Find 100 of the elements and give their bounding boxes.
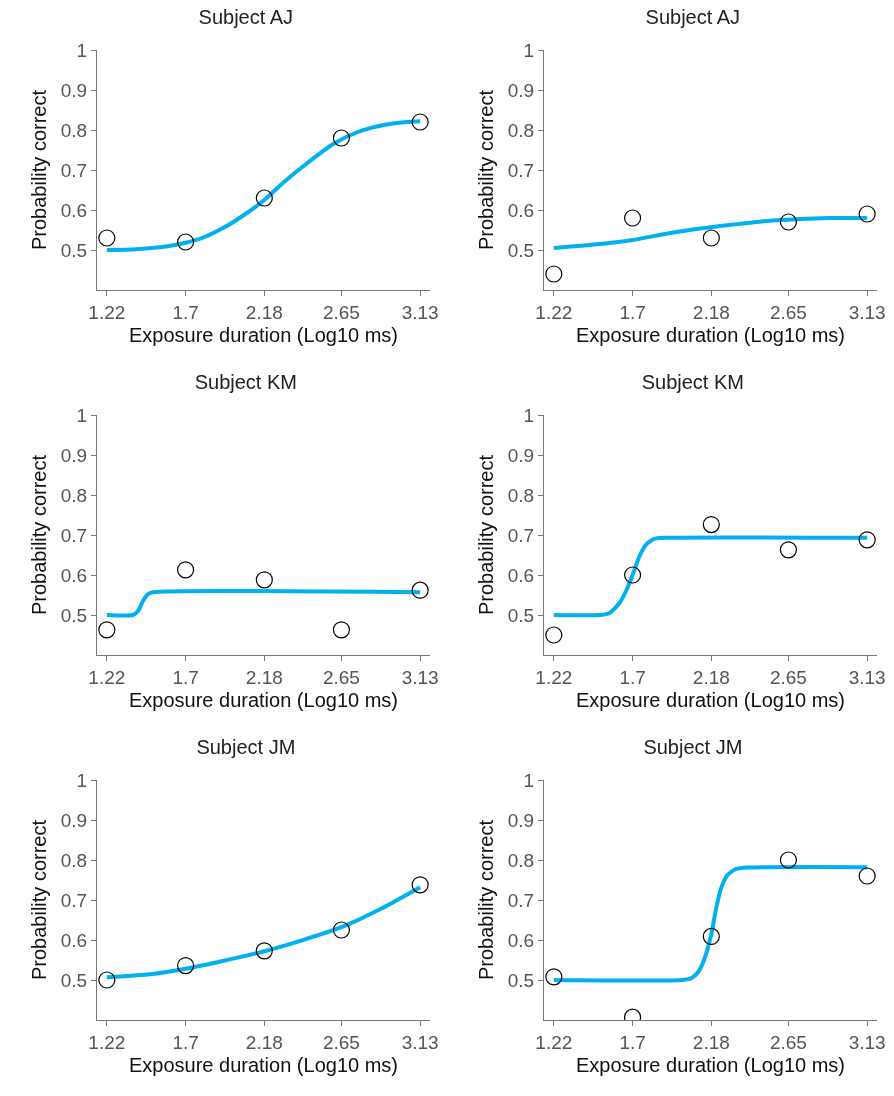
point bbox=[779, 213, 798, 231]
x-tick-label: 2.18 bbox=[245, 301, 283, 323]
x-tick-label: 2.65 bbox=[322, 1031, 360, 1053]
point bbox=[176, 561, 195, 579]
chart-title: Subject JM bbox=[196, 736, 296, 758]
point bbox=[332, 129, 351, 147]
x-axis-title: Exposure duration (Log10 ms) bbox=[575, 324, 846, 347]
point bbox=[411, 113, 429, 131]
point bbox=[255, 571, 273, 589]
x-tick-label: 3.13 bbox=[401, 1031, 439, 1053]
point bbox=[702, 516, 720, 534]
y-tick-label: 0.8 bbox=[60, 484, 88, 506]
y-tick-label: 0.9 bbox=[60, 809, 88, 831]
x-tick-label: 1.7 bbox=[619, 1031, 646, 1053]
point bbox=[779, 851, 798, 869]
x-tick-label: 3.13 bbox=[848, 301, 886, 323]
y-tick-label: 1 bbox=[76, 769, 88, 791]
point bbox=[545, 626, 563, 644]
y-tick-label: 0.7 bbox=[60, 889, 88, 911]
x-tick-label: 1.22 bbox=[88, 666, 126, 688]
chart-title: Subject JM bbox=[643, 736, 743, 758]
y-tick-label: 0.5 bbox=[507, 969, 535, 991]
y-tick-label: 0.7 bbox=[60, 159, 88, 181]
chart-title: Subject AJ bbox=[198, 6, 294, 28]
y-tick-label: 1 bbox=[523, 769, 535, 791]
x-tick-label: 3.13 bbox=[401, 301, 439, 323]
point bbox=[332, 921, 351, 939]
x-axis-title: Exposure duration (Log10 ms) bbox=[128, 324, 399, 347]
point bbox=[545, 968, 563, 986]
point bbox=[702, 927, 720, 945]
y-tick-label: 0.5 bbox=[60, 604, 88, 626]
point bbox=[858, 867, 876, 885]
y-tick-label: 0.7 bbox=[507, 889, 535, 911]
point bbox=[623, 566, 642, 584]
point bbox=[858, 531, 876, 549]
x-tick-label: 1.22 bbox=[535, 666, 573, 688]
x-tick-label: 1.22 bbox=[535, 1031, 573, 1053]
x-tick-label: 1.7 bbox=[172, 301, 199, 323]
x-tick-label: 2.18 bbox=[245, 666, 283, 688]
y-tick-label: 0.8 bbox=[507, 484, 535, 506]
point bbox=[98, 229, 116, 247]
y-axis-title: Probability correct bbox=[475, 454, 498, 616]
x-tick-label: 1.7 bbox=[172, 666, 199, 688]
y-tick-label: 0.7 bbox=[507, 524, 535, 546]
y-tick-label: 0.9 bbox=[507, 809, 535, 831]
y-axis-title: Probability correct bbox=[28, 89, 51, 251]
y-tick-label: 0.5 bbox=[507, 239, 535, 261]
y-tick-label: 0.6 bbox=[60, 564, 88, 586]
point bbox=[779, 541, 798, 559]
x-tick-label: 2.18 bbox=[692, 301, 730, 323]
point bbox=[176, 957, 195, 975]
y-tick-label: 1 bbox=[76, 39, 88, 61]
point bbox=[176, 233, 195, 251]
y-tick-label: 0.6 bbox=[60, 199, 88, 221]
y-tick-label: 0.7 bbox=[507, 159, 535, 181]
x-tick-label: 2.65 bbox=[322, 666, 360, 688]
x-tick-label: 2.65 bbox=[769, 666, 807, 688]
x-axis-title: Exposure duration (Log10 ms) bbox=[128, 689, 399, 712]
x-axis-title: Exposure duration (Log10 ms) bbox=[575, 1054, 846, 1077]
chart-title: Subject KM bbox=[641, 371, 744, 393]
point bbox=[98, 621, 116, 639]
x-tick-label: 1.22 bbox=[88, 301, 126, 323]
chart-title: Subject AJ bbox=[645, 6, 741, 28]
y-tick-label: 1 bbox=[76, 404, 88, 426]
point bbox=[411, 876, 429, 894]
y-tick-label: 0.6 bbox=[507, 564, 535, 586]
x-tick-label: 1.22 bbox=[88, 1031, 126, 1053]
x-axis-title: Exposure duration (Log10 ms) bbox=[128, 1054, 399, 1077]
y-tick-label: 0.9 bbox=[60, 444, 88, 466]
y-tick-label: 0.8 bbox=[507, 849, 535, 871]
y-tick-label: 0.6 bbox=[507, 199, 535, 221]
x-tick-label: 2.18 bbox=[245, 1031, 283, 1053]
y-tick-label: 0.9 bbox=[507, 79, 535, 101]
x-tick-label: 3.13 bbox=[401, 666, 439, 688]
x-tick-label: 1.22 bbox=[535, 301, 573, 323]
point bbox=[411, 581, 429, 599]
x-tick-label: 2.18 bbox=[692, 1031, 730, 1053]
y-axis-title: Probability correct bbox=[475, 89, 498, 251]
y-tick-label: 0.8 bbox=[60, 849, 88, 871]
x-tick-label: 2.18 bbox=[692, 666, 730, 688]
y-tick-label: 0.8 bbox=[60, 119, 88, 141]
x-tick-label: 2.65 bbox=[322, 301, 360, 323]
y-axis-title: Probability correct bbox=[28, 819, 51, 981]
x-tick-label: 3.13 bbox=[848, 666, 886, 688]
x-tick-label: 3.13 bbox=[848, 1031, 886, 1053]
y-tick-label: 0.9 bbox=[60, 79, 88, 101]
point bbox=[858, 205, 876, 223]
x-tick-label: 1.7 bbox=[619, 666, 646, 688]
x-tick-label: 1.7 bbox=[619, 301, 646, 323]
point bbox=[255, 189, 273, 207]
point bbox=[545, 265, 563, 283]
point bbox=[332, 621, 351, 639]
y-tick-label: 1 bbox=[523, 39, 535, 61]
chart-title: Subject KM bbox=[194, 371, 297, 393]
y-tick-label: 0.5 bbox=[60, 969, 88, 991]
y-tick-label: 0.8 bbox=[507, 119, 535, 141]
x-tick-label: 1.7 bbox=[172, 1031, 199, 1053]
y-tick-label: 0.6 bbox=[60, 929, 88, 951]
point bbox=[98, 971, 116, 989]
y-axis-title: Probability correct bbox=[475, 819, 498, 981]
